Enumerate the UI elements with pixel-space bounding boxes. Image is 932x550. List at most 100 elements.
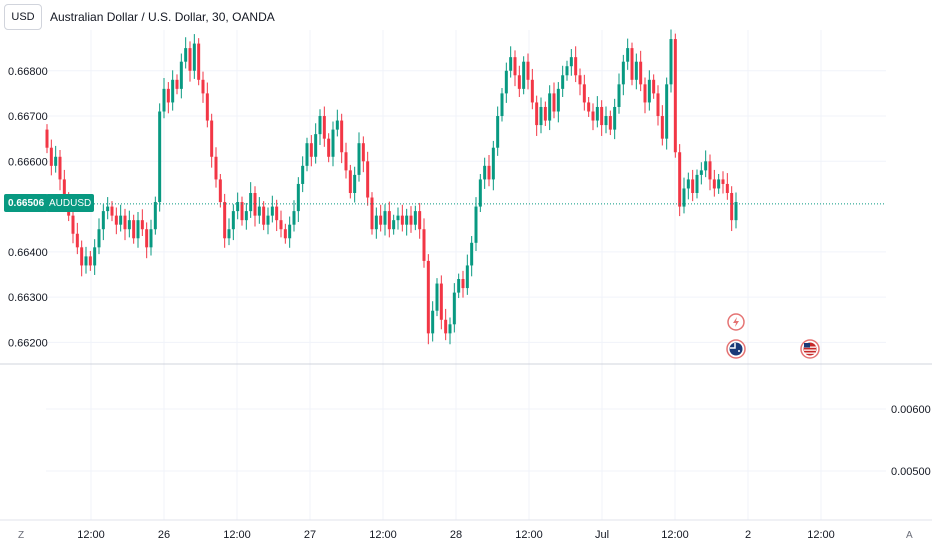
candle[interactable]	[357, 132, 361, 182]
candle[interactable]	[80, 240, 84, 277]
candle[interactable]	[322, 106, 326, 147]
candle[interactable]	[634, 53, 638, 90]
candle[interactable]	[621, 54, 625, 96]
candle[interactable]	[101, 204, 105, 241]
candle[interactable]	[604, 106, 608, 134]
candle[interactable]	[387, 201, 391, 238]
candle[interactable]	[162, 77, 166, 119]
candle[interactable]	[331, 121, 335, 167]
candle[interactable]	[127, 210, 131, 238]
candle[interactable]	[669, 29, 673, 93]
candle[interactable]	[158, 103, 162, 212]
candle[interactable]	[270, 195, 274, 223]
candle[interactable]	[240, 196, 244, 226]
candle[interactable]	[578, 68, 582, 96]
candle[interactable]	[643, 77, 647, 114]
auto-scale-button[interactable]: A	[906, 530, 913, 541]
candle[interactable]	[587, 97, 591, 117]
candle[interactable]	[244, 202, 248, 230]
candle[interactable]	[600, 100, 604, 136]
candle[interactable]	[71, 207, 75, 244]
candle[interactable]	[548, 85, 552, 131]
candle[interactable]	[478, 173, 482, 213]
candle[interactable]	[296, 177, 300, 222]
candle[interactable]	[522, 56, 526, 95]
candle[interactable]	[218, 173, 222, 208]
candle[interactable]	[457, 273, 461, 299]
candle[interactable]	[236, 192, 240, 220]
candle[interactable]	[392, 214, 396, 235]
candle[interactable]	[530, 68, 534, 110]
candle[interactable]	[97, 218, 101, 255]
candle[interactable]	[686, 172, 690, 200]
candle[interactable]	[422, 218, 426, 268]
candle[interactable]	[353, 166, 357, 203]
candle[interactable]	[465, 254, 469, 295]
candle[interactable]	[58, 149, 62, 191]
candle[interactable]	[565, 60, 569, 81]
candle[interactable]	[49, 139, 53, 176]
candle[interactable]	[166, 82, 170, 114]
candle[interactable]	[370, 192, 374, 235]
candle[interactable]	[383, 204, 387, 236]
candle[interactable]	[314, 123, 318, 164]
candle[interactable]	[730, 186, 734, 232]
candle[interactable]	[45, 124, 49, 154]
candle[interactable]	[132, 214, 136, 244]
candle[interactable]	[617, 73, 621, 114]
candle[interactable]	[708, 154, 712, 191]
candle[interactable]	[704, 150, 708, 178]
candle[interactable]	[75, 222, 79, 255]
candle[interactable]	[591, 103, 595, 131]
candlestick-series[interactable]	[45, 29, 738, 345]
usa-flag-icon[interactable]	[800, 339, 820, 359]
candle[interactable]	[327, 133, 331, 163]
candle[interactable]	[301, 156, 305, 193]
candle[interactable]	[444, 308, 448, 341]
candle[interactable]	[283, 223, 287, 244]
candle[interactable]	[262, 201, 266, 231]
candle[interactable]	[188, 41, 192, 82]
currency-button[interactable]: USD	[4, 4, 42, 30]
candle[interactable]	[175, 74, 179, 95]
candle[interactable]	[136, 212, 140, 248]
candle[interactable]	[491, 140, 495, 191]
candle[interactable]	[110, 201, 114, 222]
candle[interactable]	[318, 109, 322, 146]
candle[interactable]	[275, 199, 279, 232]
candle[interactable]	[569, 49, 573, 76]
candle[interactable]	[673, 33, 677, 158]
candle[interactable]	[595, 96, 599, 128]
candle[interactable]	[309, 135, 313, 167]
candle[interactable]	[88, 250, 92, 271]
candle[interactable]	[335, 109, 339, 137]
candle[interactable]	[227, 218, 231, 246]
candle[interactable]	[509, 46, 513, 78]
candle[interactable]	[474, 197, 478, 251]
event-markers[interactable]	[726, 313, 820, 359]
candle[interactable]	[292, 200, 296, 232]
candle[interactable]	[405, 208, 409, 236]
candle[interactable]	[656, 85, 660, 126]
candle[interactable]	[630, 42, 634, 86]
candle[interactable]	[426, 254, 430, 345]
candle[interactable]	[717, 173, 721, 194]
candle[interactable]	[613, 98, 617, 140]
candle[interactable]	[608, 110, 612, 136]
candle[interactable]	[205, 82, 209, 128]
candle[interactable]	[93, 239, 97, 275]
candle[interactable]	[526, 53, 530, 90]
candle[interactable]	[418, 202, 422, 239]
candle[interactable]	[257, 197, 261, 224]
candle[interactable]	[171, 70, 175, 111]
candle[interactable]	[543, 101, 547, 126]
candle[interactable]	[695, 169, 699, 199]
candle[interactable]	[496, 106, 500, 156]
candle[interactable]	[487, 154, 491, 187]
candle[interactable]	[652, 74, 656, 99]
candle[interactable]	[626, 38, 630, 70]
candle[interactable]	[647, 70, 651, 111]
candle[interactable]	[119, 204, 123, 232]
candle[interactable]	[734, 192, 738, 229]
candle[interactable]	[535, 95, 539, 136]
